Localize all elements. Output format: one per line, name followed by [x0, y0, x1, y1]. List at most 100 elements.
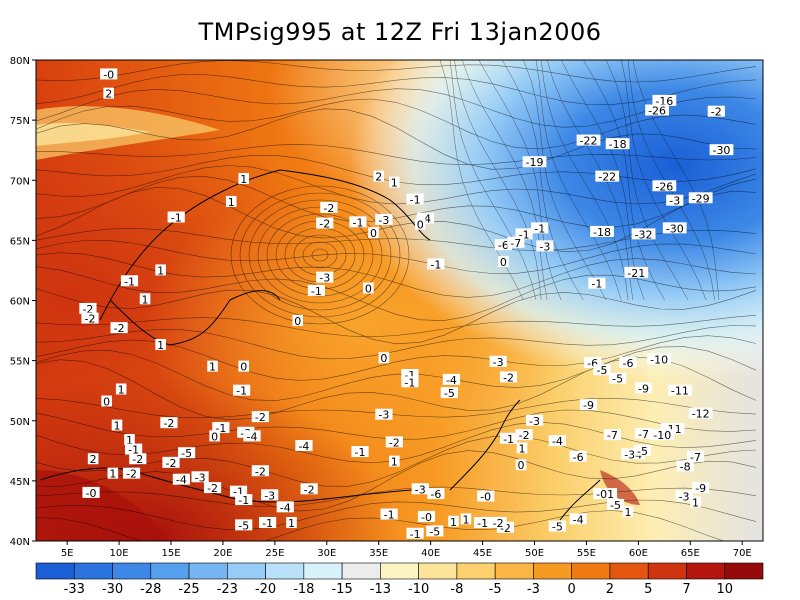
contour-label: 1 — [155, 338, 166, 352]
lon-tick-label: 5E — [61, 548, 74, 559]
contour-label: 0 — [101, 395, 112, 409]
contour-label: -1 — [235, 494, 253, 507]
contour-label: -1 — [349, 216, 367, 229]
contour-label-text: -4 — [298, 440, 309, 453]
contour-label-text: -2 — [126, 468, 137, 481]
contour-label: -1 — [380, 509, 398, 522]
contour-label-text: -3 — [415, 483, 426, 496]
contour-label-text: 2 — [90, 453, 97, 466]
contour-label: -1 — [259, 516, 277, 530]
contour-label-text: -4 — [573, 513, 584, 526]
contour-label: 1 — [139, 293, 151, 306]
colorbar-swatch — [150, 562, 190, 580]
contour-label-text: 1 — [450, 516, 457, 529]
contour-label: -1 — [167, 211, 185, 225]
contour-label: 0 — [414, 218, 426, 232]
contour-label-text: -4 — [552, 435, 563, 448]
colorbar-swatch — [380, 562, 419, 580]
contour-label-text: -5 — [444, 387, 455, 400]
contour-label: -7 — [507, 236, 525, 250]
contour-label-text: -2 — [163, 417, 174, 430]
contour-label: -4 — [243, 430, 261, 443]
contour-label: -2 — [79, 302, 97, 316]
contour-label: -5 — [548, 520, 566, 534]
contour-label: 1 — [516, 442, 528, 455]
longitude-axis: 5E 10E 15E 20E 25E 30E 35E 40E 45E 50E 55E 60E 65E 70… — [61, 541, 752, 559]
contour-label: -3 — [316, 271, 334, 285]
contour-label: -2 — [160, 417, 178, 430]
colorbar-label: -18 — [293, 582, 314, 597]
colorbar-swatch — [265, 562, 305, 580]
contour-label-text: 1 — [142, 293, 149, 306]
colorbar-swatch — [35, 562, 75, 580]
contour-label-text: -26 — [655, 180, 673, 193]
contour-label: -2 — [162, 456, 180, 470]
contour-label-text: -7 — [690, 451, 701, 464]
contour-label-text: -3 — [378, 409, 389, 422]
lat-tick-label: 80N — [10, 56, 30, 67]
colorbar-swatch — [456, 562, 496, 580]
contour-label-text: -5 — [552, 521, 563, 534]
lon-tick-label: 50E — [525, 548, 544, 559]
contour-labels: -02-16-26 -2-22 -18 -30-19-22-26-3 -29-32 -30… — [79, 68, 734, 541]
contour-label: 0 — [498, 256, 509, 269]
contour-label: -1 — [229, 485, 248, 499]
contour-label: 1 — [460, 513, 472, 526]
contour-label-text: -1 — [534, 222, 545, 235]
lon-tick-label: 60E — [629, 548, 648, 559]
contour-label: -1 — [588, 277, 606, 291]
contour-label: -5 — [593, 364, 611, 377]
contour-label-text: 0 — [370, 227, 377, 240]
contour-label: -3 — [411, 483, 429, 496]
contour-label-text: 0 — [294, 315, 301, 328]
contour-label-text: -2 — [500, 522, 511, 535]
colorbar-swatch — [494, 562, 534, 580]
contour-label: -30 — [709, 144, 734, 157]
contour-label: -2 — [203, 482, 222, 495]
contour-label: -6 — [619, 357, 637, 370]
contour-label: -32 — [631, 228, 656, 241]
contour-label-text: -2 — [711, 106, 722, 119]
contour-label: -9 — [634, 382, 653, 395]
contour-label: -0 — [82, 486, 100, 500]
contour-label-text: -10 — [653, 429, 671, 442]
contour-label-text: -32 — [635, 228, 653, 241]
contour-label-text: -3 — [669, 195, 680, 208]
lat-tick-label: 40N — [10, 537, 30, 548]
contour-label-text: 0 — [240, 361, 247, 374]
contour-label: -7 — [686, 450, 705, 464]
contour-label-text: -6 — [430, 488, 441, 501]
contour-label: -6 — [427, 488, 445, 501]
contour-label-text: 1 — [114, 420, 121, 433]
contour-label-text: -29 — [692, 192, 710, 205]
contour-label-text: -3 — [378, 214, 389, 227]
contour-label-text: -11 — [671, 385, 689, 398]
contour-label-text: -3 — [264, 489, 275, 502]
contour-label: -26 — [652, 180, 677, 193]
contour-label: -1 — [473, 516, 492, 530]
contour-label-text: 1 — [126, 434, 133, 447]
contour-lines — [36, 60, 757, 541]
contour-label: 0 — [368, 227, 379, 240]
contour-label: -5 — [606, 498, 625, 512]
lon-tick-label: 35E — [369, 548, 388, 559]
contour-label: -18 — [590, 225, 614, 239]
contour-label: 1 — [225, 195, 237, 209]
contour-label: -5 — [633, 444, 652, 458]
contour-label-text: -30 — [712, 144, 730, 157]
contour-label-text: 1 — [157, 264, 164, 277]
contour-label: -0 — [477, 490, 495, 504]
colorbar-label: -28 — [140, 582, 161, 597]
contour-label-text: -4 — [446, 374, 457, 387]
contour-label: 1 — [207, 360, 218, 374]
colorbar-swatch — [647, 562, 687, 580]
colorbar-swatch — [188, 562, 228, 580]
lon-tick-label: 30E — [317, 548, 336, 559]
contour-label-text: -6 — [573, 451, 584, 464]
colorbar: -33 -30 -28 -25 -23 -20 -18 -15 -13 -10 -8 -5 -3 0 2 5 7… — [35, 562, 764, 597]
contour-label-text: -0 — [421, 511, 432, 524]
lat-tick-label: 50N — [10, 417, 30, 428]
contour-label: -1 — [401, 369, 419, 382]
contour-label: -1 — [307, 284, 326, 298]
contour-label-text: -1 — [128, 444, 139, 457]
